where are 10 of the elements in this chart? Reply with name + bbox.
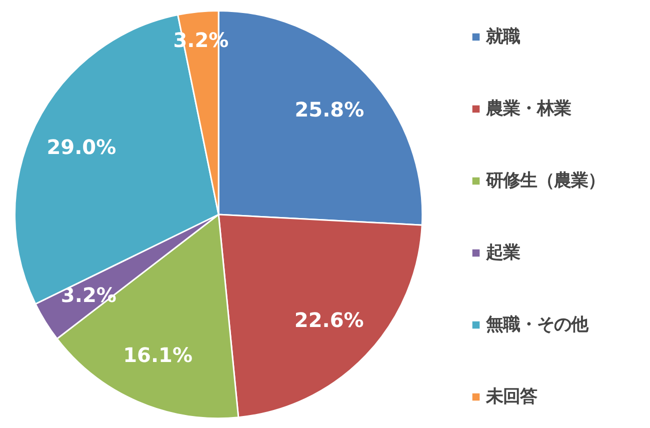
data-label: 29.0% [46,134,116,159]
legend-label: 農業・林業 [486,98,571,120]
legend-label: 研修生（農業） [486,170,605,192]
legend-label: 起業 [486,242,520,264]
legend-label: 未回答 [486,386,537,408]
data-label: 16.1% [123,342,193,367]
data-label: 22.6% [294,308,364,332]
legend-label: 無職・その他 [486,314,588,336]
data-label: 25.8% [294,97,364,122]
legend-label: 就職 [486,26,520,48]
